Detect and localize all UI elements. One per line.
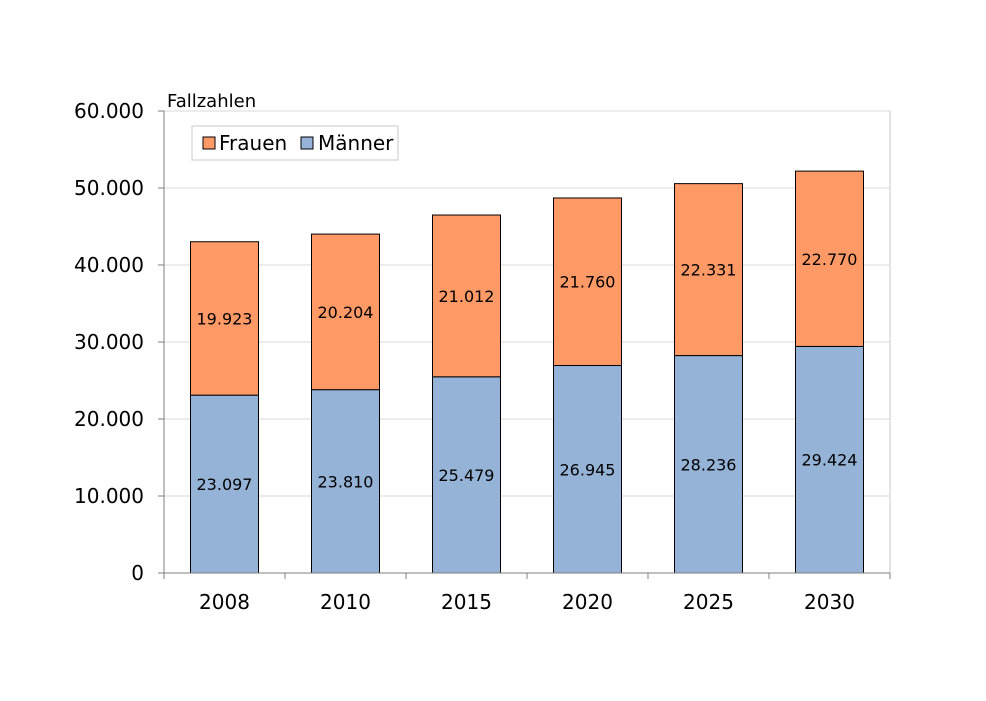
data-label: 23.810	[318, 472, 374, 491]
bar-segment-frauen-2025	[674, 183, 743, 357]
bar-segment-frauen-2015	[432, 214, 501, 378]
data-label: 26.945	[560, 460, 616, 479]
data-label: 25.479	[439, 466, 495, 485]
bar-segment-mnner-2008	[190, 394, 259, 574]
data-label: 19.923	[197, 309, 253, 328]
legend-label: Frauen	[219, 131, 287, 155]
y-tick-label: 30.000	[74, 330, 144, 354]
data-label: 29.424	[802, 451, 858, 470]
y-tick-label: 20.000	[74, 407, 144, 431]
data-label: 23.097	[197, 475, 253, 494]
y-tick-label: 10.000	[74, 484, 144, 508]
bar-segment-frauen-2030	[795, 170, 864, 347]
data-label: 28.236	[681, 455, 737, 474]
data-label: 22.331	[681, 261, 737, 280]
legend-swatch-mnner	[300, 136, 314, 150]
data-label: 22.770	[802, 250, 858, 269]
y-tick-label: 60.000	[74, 99, 144, 123]
x-tick-label: 2020	[562, 590, 613, 614]
x-tick-label: 2025	[683, 590, 734, 614]
legend-box	[191, 125, 399, 161]
bar-segment-frauen-2020	[553, 197, 622, 367]
y-tick-label: 0	[131, 561, 144, 585]
y-tick-label: 50.000	[74, 176, 144, 200]
bar-segment-mnner-2030	[795, 345, 864, 574]
bar-segment-frauen-2008	[190, 241, 259, 396]
data-label: 21.760	[560, 273, 616, 292]
bar-segment-mnner-2025	[674, 355, 743, 574]
bar-segment-frauen-2010	[311, 233, 380, 391]
y-tick-label: 40.000	[74, 253, 144, 277]
x-tick-label: 2010	[320, 590, 371, 614]
bar-segment-mnner-2010	[311, 389, 380, 574]
x-tick-label: 2030	[804, 590, 855, 614]
x-tick-label: 2015	[441, 590, 492, 614]
legend: Frauen Männer	[191, 125, 399, 161]
bar-segment-mnner-2020	[553, 365, 622, 574]
y-axis-label: Fallzahlen	[167, 91, 256, 112]
x-tick-label: 2008	[199, 590, 250, 614]
legend-swatch-frauen	[202, 136, 216, 150]
data-label: 20.204	[318, 303, 374, 322]
legend-label: Männer	[318, 131, 394, 155]
data-label: 21.012	[439, 287, 495, 306]
